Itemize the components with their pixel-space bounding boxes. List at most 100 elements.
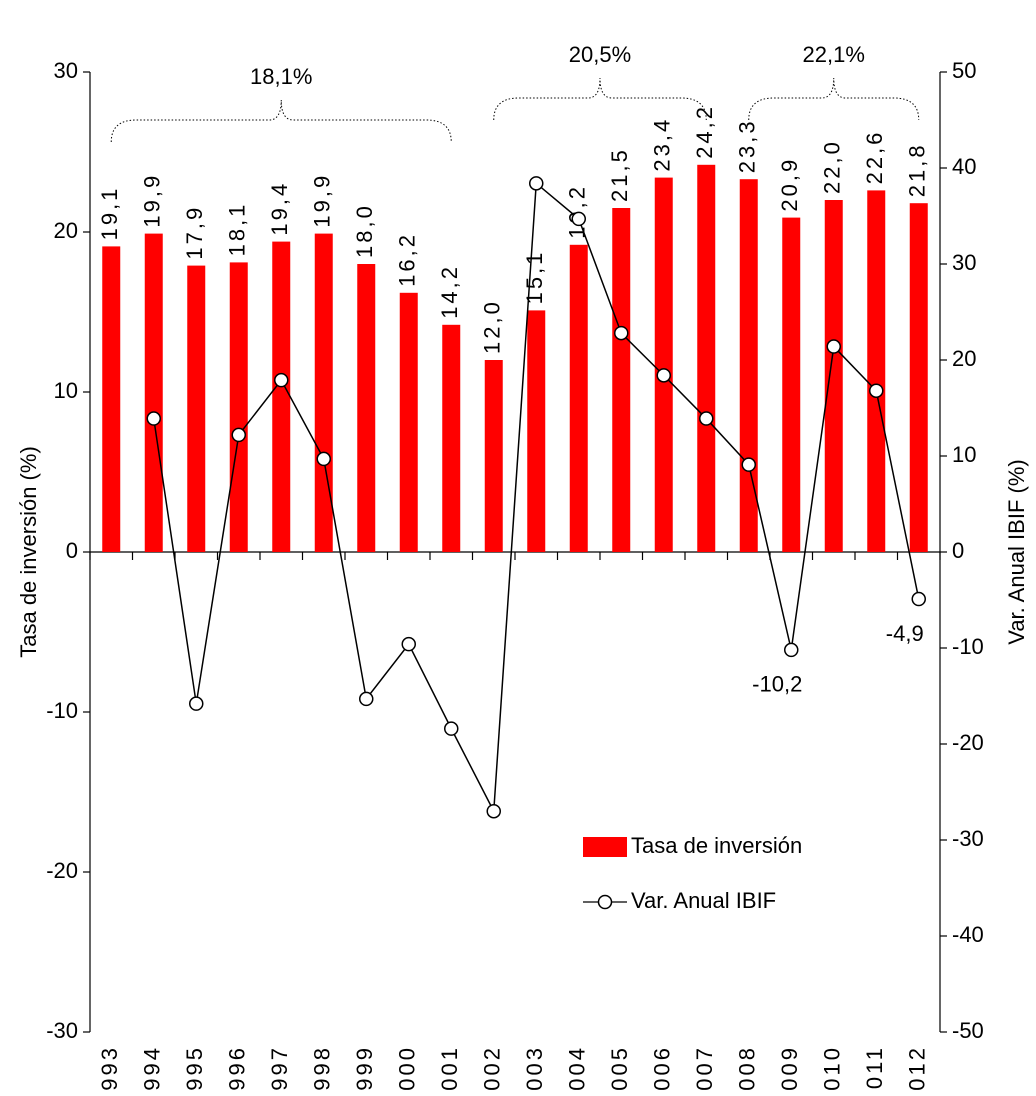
y-tick-label: 10 <box>54 378 78 403</box>
y-tick-label: 30 <box>54 58 78 83</box>
line-value-label: -10,2 <box>752 672 802 697</box>
bracket <box>110 99 452 143</box>
bar-value-label: 19,4 <box>267 181 292 236</box>
bar <box>144 233 163 552</box>
x-tick-label: 2004 <box>565 1045 590 1091</box>
line-marker <box>699 411 714 426</box>
line-marker <box>529 176 544 191</box>
y2-axis-title: Var. Anual IBIF (%) <box>1004 459 1029 644</box>
x-tick-label: 2001 <box>437 1045 462 1091</box>
bar-value-label: 24,2 <box>692 104 717 159</box>
line-marker <box>316 451 331 467</box>
y2-tick-label: 0 <box>952 538 964 563</box>
bar <box>909 203 928 552</box>
bracket <box>748 77 920 121</box>
bar-value-label: 12,0 <box>480 299 505 354</box>
x-tick-label: 2002 <box>480 1045 505 1091</box>
bar-value-label: 17,9 <box>182 205 207 260</box>
bar <box>357 264 376 552</box>
x-tick-label: 2011 <box>862 1045 887 1091</box>
line-marker <box>444 721 459 736</box>
x-tick-label: 1996 <box>225 1045 250 1091</box>
bar <box>739 179 758 552</box>
bar-value-label: 19,9 <box>140 173 165 228</box>
line-marker <box>274 372 289 388</box>
y-axis-title: Tasa de inversión (%) <box>16 446 41 658</box>
y2-tick-label: 50 <box>952 58 976 83</box>
annotation: 18,1% <box>250 64 312 89</box>
bar-value-label: 19,1 <box>97 186 122 241</box>
x-tick-label: 1994 <box>140 1045 165 1091</box>
line-marker <box>571 211 586 227</box>
bar-value-label: 20,9 <box>777 157 802 212</box>
x-tick-label: 2005 <box>607 1045 632 1091</box>
annotation: 22,1% <box>803 42 865 67</box>
y2-tick-label: 10 <box>952 442 976 467</box>
line-marker <box>614 325 629 341</box>
line-value-label: -4,9 <box>886 621 924 646</box>
bar <box>527 310 546 552</box>
line-marker <box>486 803 501 819</box>
line-marker <box>784 642 799 658</box>
bar <box>697 164 716 553</box>
bracket <box>493 77 707 121</box>
y-tick-label: -30 <box>46 1018 78 1043</box>
line-marker <box>401 636 416 652</box>
bar <box>272 241 291 552</box>
x-tick-label: 1993 <box>97 1045 122 1091</box>
annotation: 20,5% <box>569 42 631 67</box>
x-tick-label: 2003 <box>522 1045 547 1091</box>
bar-value-label: 21,8 <box>905 142 930 197</box>
line-marker <box>146 411 161 426</box>
bar-value-label: 22,0 <box>820 139 845 194</box>
line-marker <box>911 591 926 607</box>
x-tick-label: 2007 <box>692 1045 717 1091</box>
bar-value-label: 18,0 <box>352 203 377 258</box>
x-tick-label: 1998 <box>310 1045 335 1091</box>
x-tick-label: 2006 <box>650 1045 675 1091</box>
x-tick-label: 2008 <box>735 1045 760 1091</box>
line-marker <box>741 457 756 472</box>
y2-tick-label: -50 <box>952 1018 984 1043</box>
y-tick-label: 20 <box>54 218 78 243</box>
y2-tick-label: 30 <box>952 250 976 275</box>
x-tick-label: 2012 <box>905 1045 930 1091</box>
bar-value-label: 18,1 <box>225 202 250 257</box>
legend-label: Tasa de inversión <box>631 833 802 858</box>
bar <box>314 233 333 552</box>
legend-label: Var. Anual IBIF <box>631 888 776 913</box>
x-tick-label: 2000 <box>395 1045 420 1091</box>
bar-value-label: 21,5 <box>607 147 632 202</box>
y-tick-label: -10 <box>46 698 78 723</box>
y2-tick-label: -40 <box>952 922 984 947</box>
bar-value-label: 16,2 <box>395 232 420 287</box>
y-tick-label: 0 <box>66 538 78 563</box>
x-tick-label: 1995 <box>182 1045 207 1091</box>
bar <box>187 265 206 552</box>
legend-swatch <box>583 837 627 857</box>
bar <box>229 262 248 552</box>
bar <box>654 177 673 552</box>
line-marker <box>359 691 374 707</box>
y2-tick-label: -10 <box>952 634 984 659</box>
bar-value-label: 23,4 <box>650 117 675 172</box>
bar-value-label: 19,9 <box>310 173 335 228</box>
line-marker <box>869 383 884 398</box>
bar <box>442 324 461 552</box>
bar-value-label: 15,1 <box>522 250 547 305</box>
x-tick-label: 2009 <box>777 1045 802 1091</box>
y2-tick-label: -30 <box>952 826 984 851</box>
bar-value-label: 23,3 <box>735 118 760 173</box>
line-marker <box>656 368 671 383</box>
bar <box>612 208 631 552</box>
line-marker <box>231 427 246 443</box>
bar <box>824 200 843 552</box>
x-tick-label: 2010 <box>820 1045 845 1091</box>
bar <box>569 244 588 553</box>
x-tick-label: 1999 <box>352 1045 377 1091</box>
y-tick-label: -20 <box>46 858 78 883</box>
y2-tick-label: -20 <box>952 730 984 755</box>
y2-tick-label: 40 <box>952 154 976 179</box>
bar <box>399 292 418 552</box>
